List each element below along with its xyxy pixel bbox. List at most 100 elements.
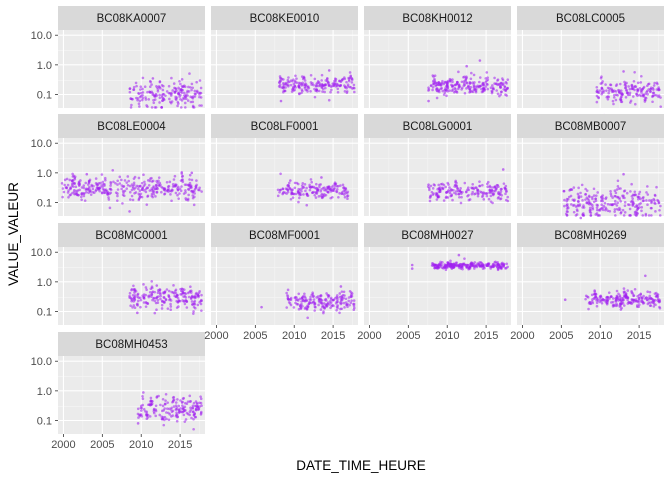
data-point [184, 106, 187, 109]
facet-strip-label: BC08LG0001 [403, 121, 473, 133]
data-point [345, 303, 349, 307]
data-point [152, 185, 155, 188]
data-point [154, 187, 157, 191]
data-point [604, 197, 608, 201]
data-point [188, 72, 191, 75]
data-point [579, 191, 582, 195]
data-point [647, 301, 651, 304]
data-point [640, 74, 643, 78]
data-point [159, 294, 162, 298]
data-point [156, 89, 160, 93]
data-point [161, 88, 165, 92]
data-point [566, 198, 570, 201]
data-point [165, 407, 169, 410]
data-point [315, 182, 318, 186]
data-point [603, 201, 607, 205]
data-point [295, 77, 298, 80]
x-tick-label: 2010 [588, 330, 612, 342]
data-point [619, 98, 623, 102]
data-point [449, 264, 452, 267]
data-point [158, 289, 161, 293]
data-point [504, 88, 507, 91]
data-point [282, 85, 285, 89]
data-point [572, 186, 576, 189]
data-point [446, 89, 450, 93]
data-point [184, 191, 187, 194]
data-point [586, 295, 589, 298]
data-point [610, 87, 613, 90]
facet-strip [517, 114, 664, 138]
data-point [172, 291, 176, 295]
data-point [629, 190, 632, 193]
data-point [478, 76, 482, 79]
data-point [472, 73, 476, 77]
data-point [326, 302, 329, 306]
data-point [128, 291, 132, 295]
data-point [633, 88, 636, 92]
data-point [623, 201, 627, 204]
data-point [457, 263, 461, 267]
data-point [180, 175, 184, 178]
data-point [165, 411, 168, 414]
data-point [168, 97, 171, 101]
data-point [632, 298, 636, 302]
data-point [617, 187, 621, 190]
data-point [169, 408, 173, 411]
data-point [307, 302, 311, 306]
data-point [628, 87, 632, 91]
data-point [155, 191, 158, 194]
data-point [116, 199, 119, 202]
data-point [315, 82, 318, 86]
data-point [601, 208, 605, 212]
data-point [134, 186, 137, 190]
facet-panel-bc08le0004: BC08LE0004 [58, 114, 205, 216]
data-point [308, 298, 312, 301]
data-point [306, 316, 309, 320]
data-point [639, 293, 643, 296]
data-point [611, 99, 615, 103]
data-point [200, 298, 203, 302]
data-point [568, 189, 571, 192]
data-point [598, 89, 602, 92]
data-point [165, 90, 169, 93]
data-point [309, 81, 313, 84]
data-point [506, 195, 510, 199]
data-point [183, 101, 187, 105]
data-point [108, 206, 112, 210]
data-point [156, 301, 160, 305]
data-point [170, 199, 173, 203]
facet-strip-label: BC08MH0269 [554, 230, 626, 242]
data-point [329, 85, 333, 88]
data-point [328, 187, 332, 191]
data-point [109, 184, 112, 187]
data-point [343, 195, 347, 199]
facet-strip [58, 332, 205, 356]
data-point [104, 188, 108, 191]
data-point [296, 298, 299, 301]
data-point [296, 182, 300, 186]
data-point [142, 408, 146, 411]
data-point [444, 196, 448, 199]
x-tick-label: 2000 [204, 330, 228, 342]
data-point [596, 191, 599, 194]
data-point [144, 301, 148, 304]
data-point [641, 214, 645, 217]
data-point [642, 94, 645, 98]
data-point [137, 296, 140, 300]
facet-strip [364, 223, 511, 247]
data-point [333, 187, 336, 190]
data-point [478, 59, 482, 62]
data-point [165, 417, 168, 421]
data-point [130, 188, 134, 192]
data-point [613, 199, 617, 203]
data-point [177, 102, 180, 105]
data-point [448, 77, 452, 81]
data-point [352, 308, 356, 312]
data-point [493, 76, 496, 80]
data-point [631, 292, 635, 295]
data-point [640, 205, 644, 209]
data-point [61, 195, 64, 199]
facet-strip [58, 114, 205, 138]
data-point [74, 185, 78, 189]
data-point [308, 183, 311, 187]
